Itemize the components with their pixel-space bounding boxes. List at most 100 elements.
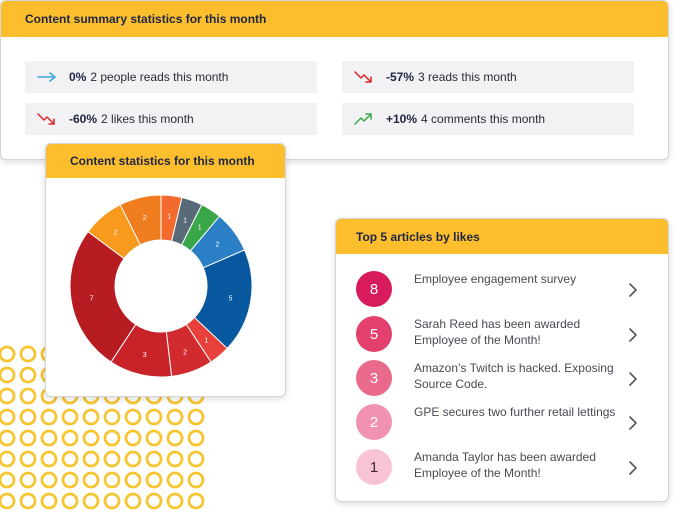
decorative-dot bbox=[103, 408, 121, 426]
likes-badge: 3 bbox=[356, 360, 392, 396]
decorative-dot bbox=[0, 429, 16, 447]
chevron-right-icon[interactable] bbox=[628, 327, 638, 343]
decorative-dot bbox=[61, 408, 79, 426]
stat-percent: -57% bbox=[386, 70, 415, 84]
decorative-dot bbox=[19, 345, 37, 363]
slice-label: 1 bbox=[204, 338, 208, 345]
decorative-dot bbox=[103, 471, 121, 489]
slice-label: 2 bbox=[183, 350, 187, 357]
summary-statistics-card: Content summary statistics for this mont… bbox=[0, 0, 669, 160]
stat-text: 3 reads this month bbox=[418, 70, 517, 84]
decorative-dot bbox=[19, 471, 37, 489]
decorative-dot bbox=[166, 429, 184, 447]
decorative-dot bbox=[0, 450, 16, 468]
likes-badge: 2 bbox=[356, 404, 392, 440]
decorative-dot bbox=[124, 471, 142, 489]
trend-down-icon bbox=[37, 111, 59, 127]
stat-comments: +10% 4 comments this month bbox=[342, 103, 634, 135]
article-item[interactable]: 5 Sarah Reed has been awarded Employee o… bbox=[356, 316, 656, 356]
article-item[interactable]: 3 Amazon’s Twitch is hacked. Exposing So… bbox=[356, 360, 656, 400]
decorative-dot bbox=[103, 450, 121, 468]
slice-label: 2 bbox=[143, 215, 147, 222]
decorative-dot bbox=[145, 408, 163, 426]
decorative-dot bbox=[145, 429, 163, 447]
article-title: Amazon’s Twitch is hacked. Exposing Sour… bbox=[414, 361, 614, 391]
stat-text: 2 people reads this month bbox=[90, 70, 229, 84]
slice-label: 5 bbox=[228, 296, 232, 303]
decorative-dot bbox=[61, 492, 79, 510]
decorative-dot bbox=[187, 408, 205, 426]
decorative-dot bbox=[166, 408, 184, 426]
decorative-dot bbox=[166, 492, 184, 510]
chevron-right-icon[interactable] bbox=[628, 282, 638, 298]
slice-label: 3 bbox=[143, 352, 147, 359]
decorative-dot bbox=[0, 345, 16, 363]
decorative-dot bbox=[19, 429, 37, 447]
donut-chart: 1 1 1 2 5 1 2 3 7 2 2 bbox=[69, 194, 253, 378]
likes-badge: 8 bbox=[356, 271, 392, 307]
donut-slice bbox=[119, 194, 162, 246]
stat-reads-people: 0% 2 people reads this month bbox=[25, 61, 317, 93]
chevron-right-icon[interactable] bbox=[628, 371, 638, 387]
decorative-dot bbox=[0, 408, 16, 426]
slice-label: 2 bbox=[216, 241, 220, 248]
stat-text: 4 comments this month bbox=[421, 112, 546, 126]
decorative-dot bbox=[187, 429, 205, 447]
decorative-dot bbox=[19, 366, 37, 384]
decorative-dot bbox=[82, 408, 100, 426]
decorative-dot bbox=[19, 450, 37, 468]
donut-slice bbox=[69, 230, 137, 363]
decorative-dot bbox=[40, 471, 58, 489]
decorative-dot bbox=[124, 492, 142, 510]
slice-label: 1 bbox=[183, 217, 187, 224]
decorative-dot bbox=[40, 492, 58, 510]
summary-card-title: Content summary statistics for this mont… bbox=[1, 1, 668, 37]
likes-badge: 1 bbox=[356, 449, 392, 485]
article-item[interactable]: 2 GPE secures two further retail letting… bbox=[356, 404, 656, 444]
article-title: Employee engagement survey bbox=[414, 272, 577, 286]
trend-down-icon bbox=[354, 69, 376, 85]
decorative-dot bbox=[103, 492, 121, 510]
decorative-dot bbox=[40, 408, 58, 426]
article-item[interactable]: 8 Employee engagement survey bbox=[356, 271, 656, 311]
top-articles-card: Top 5 articles by likes 8 Employee engag… bbox=[335, 218, 669, 502]
article-item[interactable]: 1 Amanda Taylor has been awarded Employe… bbox=[356, 449, 656, 489]
article-title: Sarah Reed has been awarded Employee of … bbox=[414, 317, 581, 347]
decorative-dot bbox=[145, 492, 163, 510]
stat-percent: 0% bbox=[69, 70, 87, 84]
articles-card-title: Top 5 articles by likes bbox=[336, 219, 668, 254]
decorative-dot bbox=[40, 450, 58, 468]
decorative-dot bbox=[145, 450, 163, 468]
article-title: Amanda Taylor has been awarded Employee … bbox=[414, 450, 596, 480]
slice-label: 1 bbox=[167, 213, 171, 220]
decorative-dot bbox=[124, 429, 142, 447]
decorative-dot bbox=[82, 471, 100, 489]
stat-percent: -60% bbox=[69, 112, 98, 126]
chart-card-title: Content statistics for this month bbox=[46, 144, 285, 178]
slice-label: 2 bbox=[114, 229, 118, 236]
decorative-dot bbox=[103, 429, 121, 447]
trend-up-icon bbox=[354, 111, 376, 127]
decorative-dot bbox=[0, 387, 16, 405]
slice-label: 7 bbox=[90, 296, 94, 303]
decorative-dot bbox=[19, 492, 37, 510]
decorative-dot bbox=[19, 387, 37, 405]
decorative-dot bbox=[0, 492, 16, 510]
chevron-right-icon[interactable] bbox=[628, 460, 638, 476]
decorative-dot bbox=[61, 450, 79, 468]
decorative-dot bbox=[82, 450, 100, 468]
decorative-dot bbox=[82, 492, 100, 510]
decorative-dot bbox=[124, 408, 142, 426]
stat-text: 2 likes this month bbox=[101, 112, 194, 126]
decorative-dot bbox=[0, 471, 16, 489]
decorative-dot bbox=[145, 471, 163, 489]
decorative-dot bbox=[40, 429, 58, 447]
article-title: GPE secures two further retail lettings bbox=[414, 405, 616, 419]
decorative-dot bbox=[166, 471, 184, 489]
chevron-right-icon[interactable] bbox=[628, 415, 638, 431]
likes-badge: 5 bbox=[356, 316, 392, 352]
decorative-dot bbox=[166, 450, 184, 468]
decorative-dot bbox=[187, 471, 205, 489]
stat-reads: -57% 3 reads this month bbox=[342, 61, 634, 93]
